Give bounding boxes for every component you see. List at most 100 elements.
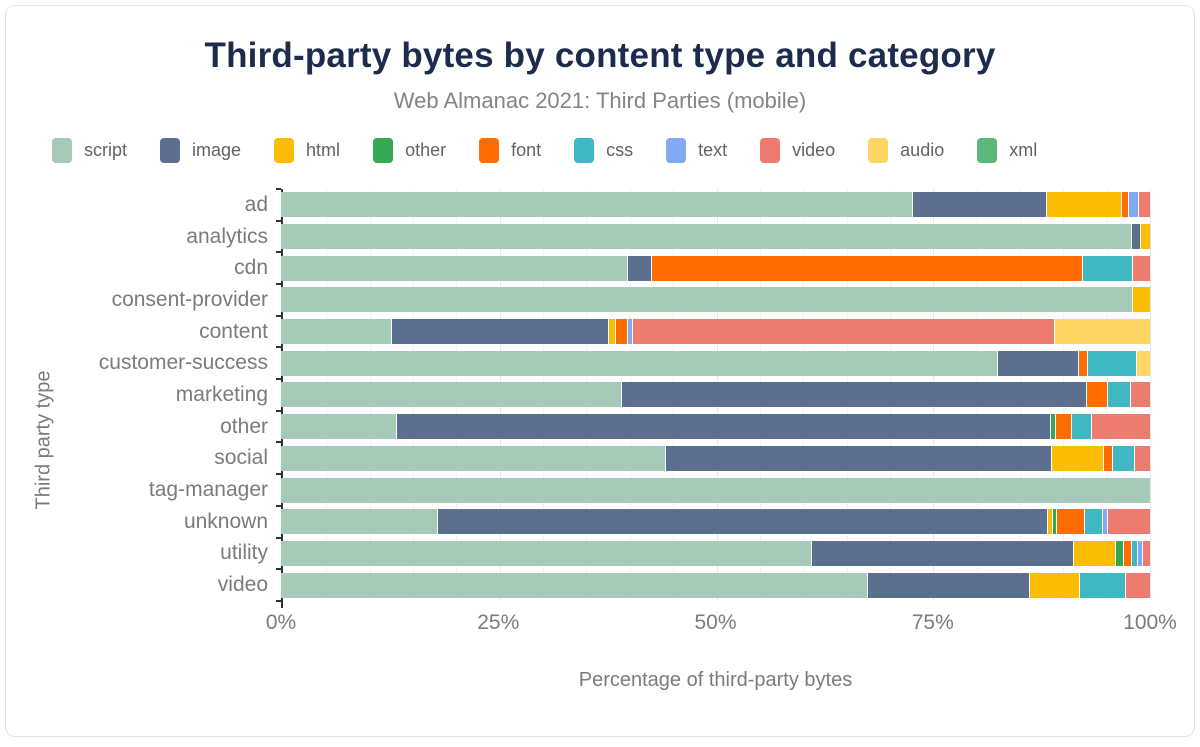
bar-segment-content-script[interactable]	[281, 319, 391, 345]
bar-segment-utility-script[interactable]	[281, 540, 812, 566]
bar-segment-utility-text[interactable]	[1136, 540, 1143, 566]
bar-segment-customer-success-font[interactable]	[1077, 350, 1088, 376]
bar-segment-video-video[interactable]	[1124, 572, 1150, 598]
bar-segment-content-audio[interactable]	[1054, 319, 1150, 345]
bar-segment-marketing-css[interactable]	[1107, 382, 1130, 408]
bar-segment-marketing-script[interactable]	[281, 382, 621, 408]
bar-segment-utility-other[interactable]	[1114, 540, 1123, 566]
bar-segment-cdn-css[interactable]	[1082, 255, 1132, 281]
y-axis-label: marketing	[175, 382, 268, 406]
bar-segment-customer-success-css[interactable]	[1087, 350, 1137, 376]
y-axis-label: ad	[244, 192, 268, 216]
bar-segment-cdn-video[interactable]	[1131, 255, 1150, 281]
bar-segment-unknown-text[interactable]	[1102, 509, 1107, 535]
bar-segment-ad-video[interactable]	[1137, 192, 1150, 218]
legend-item-video[interactable]: video	[760, 138, 835, 163]
bar-segment-social-css[interactable]	[1111, 445, 1135, 471]
bar-segment-tag-manager-script[interactable]	[281, 477, 1150, 503]
legend-item-css[interactable]: css	[574, 138, 633, 163]
bar-segment-analytics-image[interactable]	[1130, 224, 1141, 250]
bar-segment-social-image[interactable]	[664, 445, 1051, 471]
bar-segment-consent-provider-html[interactable]	[1131, 287, 1150, 313]
bar-segment-utility-video[interactable]	[1142, 540, 1150, 566]
bar-segment-other-css[interactable]	[1071, 414, 1092, 440]
bar-segment-content-image[interactable]	[390, 319, 609, 345]
bar-segment-utility-image[interactable]	[811, 540, 1074, 566]
legend-item-text[interactable]: text	[666, 138, 727, 163]
bar-track	[281, 382, 1150, 408]
bar-track	[281, 287, 1150, 313]
chart-card: Third-party bytes by content type and ca…	[5, 5, 1195, 737]
bar-segment-utility-html[interactable]	[1073, 540, 1115, 566]
x-axis-ticks: 0% 25% 50% 75% 100%	[266, 611, 1177, 639]
font-swatch-icon	[479, 138, 500, 163]
bar-segment-unknown-css[interactable]	[1084, 509, 1103, 535]
bar-segment-analytics-html[interactable]	[1140, 224, 1150, 250]
bar-segment-ad-text[interactable]	[1128, 192, 1138, 218]
legend-item-font[interactable]: font	[479, 138, 541, 163]
bar-segment-ad-html[interactable]	[1045, 192, 1122, 218]
bar-segment-unknown-script[interactable]	[281, 509, 438, 535]
legend-item-image[interactable]: image	[160, 138, 241, 163]
bar-row-video: video	[6, 569, 1150, 601]
x-axis: 0% 25% 50% 75% 100%	[6, 611, 1177, 639]
legend-label: video	[792, 140, 836, 160]
text-swatch-icon	[666, 138, 687, 163]
bar-segment-ad-script[interactable]	[281, 192, 912, 218]
bar-segment-video-css[interactable]	[1078, 572, 1125, 598]
bar-segment-utility-css[interactable]	[1130, 540, 1137, 566]
bar-segment-other-other[interactable]	[1050, 414, 1056, 440]
bar-segment-unknown-video[interactable]	[1106, 509, 1150, 535]
image-swatch-icon	[160, 138, 181, 163]
bar-segment-content-video[interactable]	[631, 319, 1055, 345]
bar-row-tag-manager: tag-manager	[6, 474, 1150, 506]
bar-row-ad: ad	[6, 189, 1150, 221]
legend-item-other[interactable]: other	[373, 138, 446, 163]
legend-item-audio[interactable]: audio	[868, 138, 944, 163]
bar-segment-other-font[interactable]	[1055, 414, 1072, 440]
bar-segment-content-html[interactable]	[608, 319, 616, 345]
x-tick-label: 0%	[265, 610, 297, 634]
bar-segment-cdn-image[interactable]	[627, 255, 652, 281]
bar-track	[281, 319, 1150, 345]
bar-segment-marketing-image[interactable]	[620, 382, 1086, 408]
bar-segment-other-script[interactable]	[281, 414, 396, 440]
bar-segment-customer-success-audio[interactable]	[1136, 350, 1150, 376]
bar-row-customer-success: customer-success	[6, 347, 1150, 379]
legend-item-html[interactable]: html	[274, 138, 340, 163]
bar-segment-consent-provider-script[interactable]	[281, 287, 1132, 313]
bar-segment-social-video[interactable]	[1134, 445, 1150, 471]
bar-segment-customer-success-script[interactable]	[281, 350, 998, 376]
bar-segment-unknown-other[interactable]	[1051, 509, 1057, 535]
bar-segment-social-html[interactable]	[1050, 445, 1103, 471]
y-axis-label: tag-manager	[148, 478, 268, 502]
bar-segment-analytics-script[interactable]	[281, 224, 1131, 250]
bar-segment-video-image[interactable]	[866, 572, 1030, 598]
legend-item-script[interactable]: script	[52, 138, 127, 163]
bar-segment-content-font[interactable]	[615, 319, 628, 345]
bar-segment-unknown-image[interactable]	[437, 509, 1048, 535]
y-axis-label: utility	[220, 541, 268, 565]
bar-segment-marketing-video[interactable]	[1129, 382, 1150, 408]
bar-segment-social-font[interactable]	[1102, 445, 1112, 471]
audio-swatch-icon	[868, 138, 889, 163]
bar-segment-cdn-script[interactable]	[281, 255, 627, 281]
bar-segment-ad-image[interactable]	[911, 192, 1046, 218]
bar-segment-unknown-html[interactable]	[1047, 509, 1052, 535]
bar-segment-ad-font[interactable]	[1121, 192, 1129, 218]
bar-segment-marketing-font[interactable]	[1085, 382, 1108, 408]
y-axis-label: video	[217, 573, 268, 597]
bar-segment-utility-font[interactable]	[1122, 540, 1131, 566]
bar-segment-other-image[interactable]	[395, 414, 1051, 440]
legend-item-xml[interactable]: xml	[977, 138, 1037, 163]
bar-segment-content-text[interactable]	[627, 319, 632, 345]
bar-segment-cdn-font[interactable]	[651, 255, 1083, 281]
bar-segment-video-html[interactable]	[1029, 572, 1079, 598]
bar-segment-customer-success-image[interactable]	[997, 350, 1078, 376]
bar-segment-other-video[interactable]	[1091, 414, 1150, 440]
legend-label: html	[306, 140, 341, 160]
bar-segment-social-script[interactable]	[281, 445, 665, 471]
bar-segment-unknown-font[interactable]	[1056, 509, 1085, 535]
bar-row-social: social	[6, 443, 1150, 475]
bar-segment-video-script[interactable]	[281, 572, 867, 598]
